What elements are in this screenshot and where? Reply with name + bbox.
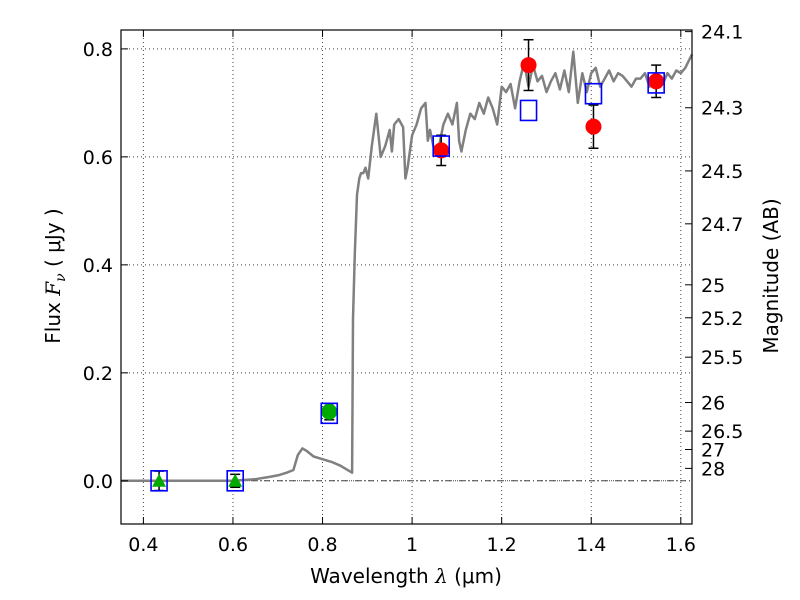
model-flux-square <box>647 72 665 94</box>
axis-ticks: 0.4 0.6 0.8 1 1.2 1.4 1.6 0.0 0.2 0.4 0.6 0.8 24.1 24… <box>83 22 744 556</box>
right-tick-label: 25.5 <box>701 347 743 369</box>
right-tick-label: 26 <box>701 393 725 415</box>
right-tick-label: 25 <box>701 275 725 297</box>
model-flux-square <box>150 470 168 492</box>
model-spectrum-line <box>121 50 694 483</box>
model-flux-square <box>519 99 538 122</box>
right-tick-label: 28 <box>701 458 725 480</box>
model-flux-square <box>432 135 451 157</box>
observed-flux-point <box>585 118 602 135</box>
right-tick-label: 27 <box>701 439 725 461</box>
right-tick-label: 24.3 <box>701 98 743 120</box>
observed-flux-point <box>321 403 338 420</box>
y-tick-label: 0.6 <box>83 147 113 169</box>
y-tick-label: 0.8 <box>83 39 113 61</box>
right-tick-label: 26.5 <box>701 421 743 443</box>
x-tick-label: 0.6 <box>218 534 248 556</box>
upper-limit-triangle <box>228 473 243 487</box>
x-tick-label: 0.8 <box>307 534 337 556</box>
y-tick-label: 0.4 <box>83 255 113 277</box>
x-axis-label: Wavelength λ (μm) <box>310 564 502 588</box>
observed-flux-point <box>520 57 537 74</box>
x-tick-label: 0.4 <box>128 534 158 556</box>
x-tick-label: 1.6 <box>666 534 696 556</box>
data-points <box>150 38 665 492</box>
right-tick-label: 24.5 <box>701 161 743 183</box>
right-tick-label: 25.2 <box>701 308 743 330</box>
y-axis-label: Flux Fν ( μJy ) <box>41 208 69 343</box>
model-flux-square <box>584 82 603 105</box>
observed-flux-point <box>648 73 665 90</box>
y-tick-label: 0.2 <box>83 363 113 385</box>
right-tick-label: 24.1 <box>701 22 743 44</box>
right-axis-label: Magnitude (AB) <box>759 198 783 353</box>
plot-frame <box>120 29 693 525</box>
upper-limit-triangle <box>152 473 167 487</box>
x-tick-label: 1.2 <box>487 534 517 556</box>
model-flux-square <box>226 470 244 492</box>
observed-flux-point <box>433 142 450 159</box>
x-tick-label: 1.4 <box>576 534 606 556</box>
right-tick-label: 24.7 <box>701 214 743 236</box>
x-tick-label: 1 <box>406 534 418 556</box>
y-tick-label: 0.0 <box>83 471 113 493</box>
model-flux-square <box>320 402 339 425</box>
